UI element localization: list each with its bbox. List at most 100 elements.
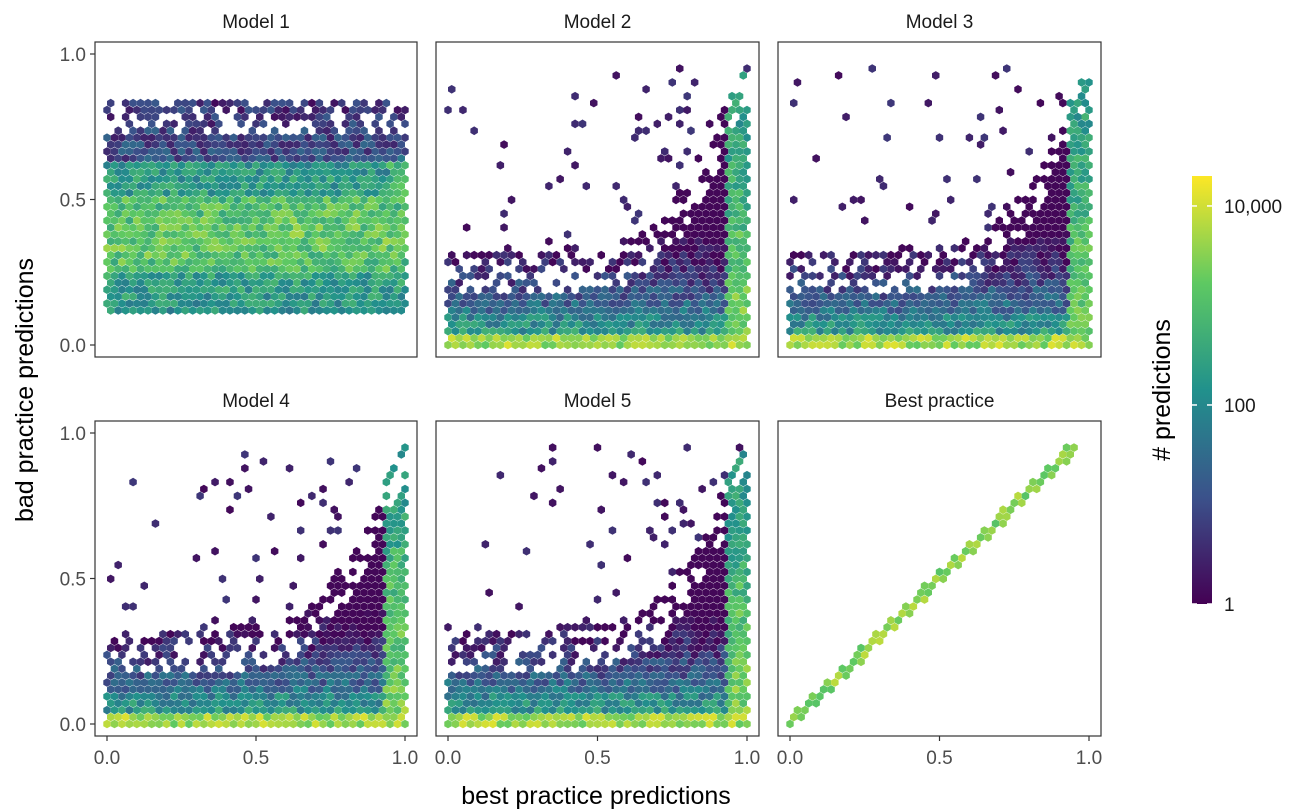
hex-cell (537, 699, 546, 708)
hex-cell (371, 705, 379, 715)
hex-cell (687, 126, 695, 136)
hex-cell (451, 326, 460, 336)
hex-cell (107, 685, 115, 694)
hex-cell (947, 264, 955, 274)
hex-cell (702, 699, 710, 708)
hex-cell (207, 147, 215, 156)
hex-cell (801, 285, 809, 294)
hex-cell (155, 664, 163, 673)
hex-cell (1003, 313, 1011, 322)
hex-cell (898, 243, 906, 253)
hex-cell (259, 174, 268, 184)
hex-cell (270, 292, 279, 301)
hex-cell (207, 230, 215, 239)
hex-cell (393, 650, 402, 660)
hex-cell (192, 230, 201, 239)
hex-cell (489, 299, 497, 308)
hex-cell (192, 299, 201, 308)
hex-cell (846, 299, 854, 308)
hex-cell (623, 340, 632, 350)
hex-cell (864, 264, 873, 274)
hex-cell (226, 278, 234, 288)
hex-cell (110, 705, 119, 715)
hex-cell (110, 174, 119, 184)
hex-cell (728, 216, 736, 225)
hex-cell (619, 477, 628, 487)
hex-cell (1085, 147, 1093, 156)
hex-cell (735, 692, 744, 701)
hex-cell (185, 105, 193, 115)
hex-cell (386, 692, 394, 701)
hex-cell (304, 678, 312, 687)
hex-cell (608, 313, 617, 322)
hex-cell (920, 299, 929, 308)
hex-cell (732, 657, 740, 667)
hex-cell (378, 147, 387, 156)
hex-cell (378, 581, 387, 591)
hex-cell (252, 257, 260, 267)
hex-cell (548, 457, 557, 466)
hex-cell (218, 154, 227, 163)
hex-cell (481, 326, 490, 336)
hex-cell (289, 299, 297, 308)
hex-cell (526, 326, 534, 336)
hex-cell (118, 147, 126, 156)
panel-title: Model 5 (564, 391, 632, 412)
hex-cell (1081, 85, 1089, 94)
hex-cell (720, 470, 729, 480)
hex-cell (282, 243, 290, 253)
hex-cell (724, 140, 732, 149)
hex-cell (827, 685, 835, 694)
hex-cell (664, 333, 673, 343)
hex-cell (462, 657, 471, 667)
hex-cell (282, 216, 290, 225)
hex-cell (349, 719, 357, 729)
hex-cell (237, 285, 245, 294)
hex-cell (166, 126, 175, 136)
hex-cell (661, 705, 669, 715)
hex-cell (1003, 257, 1011, 267)
hex-cell (218, 712, 227, 722)
hex-cell (698, 230, 706, 239)
hex-cell (649, 292, 658, 301)
hex-cell (642, 292, 650, 301)
hex-cell (1044, 181, 1052, 191)
hex-cell (1044, 264, 1052, 274)
hex-cell (823, 313, 832, 322)
hex-cell (300, 195, 309, 205)
hex-cell (308, 195, 316, 205)
hex-cell (739, 546, 747, 556)
hex-cell (1074, 292, 1082, 301)
hex-cell (136, 643, 145, 653)
hex-cell (556, 622, 564, 632)
hex-cell (492, 292, 501, 301)
hex-cell (181, 237, 189, 246)
hex-cell (401, 595, 409, 604)
hex-cell (720, 299, 729, 308)
hex-cell (567, 657, 576, 667)
hex-cell (646, 719, 654, 729)
hex-cell (459, 313, 467, 322)
hex-cell (371, 216, 379, 225)
hex-cell (200, 484, 208, 494)
hex-cell (360, 209, 368, 218)
hex-cell (211, 699, 219, 708)
hex-cell (308, 712, 316, 722)
hex-cell (575, 306, 583, 315)
hex-cell (166, 685, 175, 694)
hex-cell (375, 292, 383, 301)
hex-cell (1085, 230, 1093, 239)
hex-cell (812, 292, 820, 301)
hex-cell (578, 705, 587, 715)
hex-cell (578, 257, 587, 267)
hex-cell (256, 209, 264, 218)
hex-cell (676, 650, 684, 660)
hex-cell (548, 257, 557, 267)
hex-cell (278, 250, 286, 260)
hex-cell (519, 692, 527, 701)
hex-cell (267, 147, 275, 156)
hex-cell (378, 664, 387, 673)
hex-cell (687, 588, 695, 597)
hex-cell (522, 685, 531, 694)
hex-cell (664, 699, 673, 708)
